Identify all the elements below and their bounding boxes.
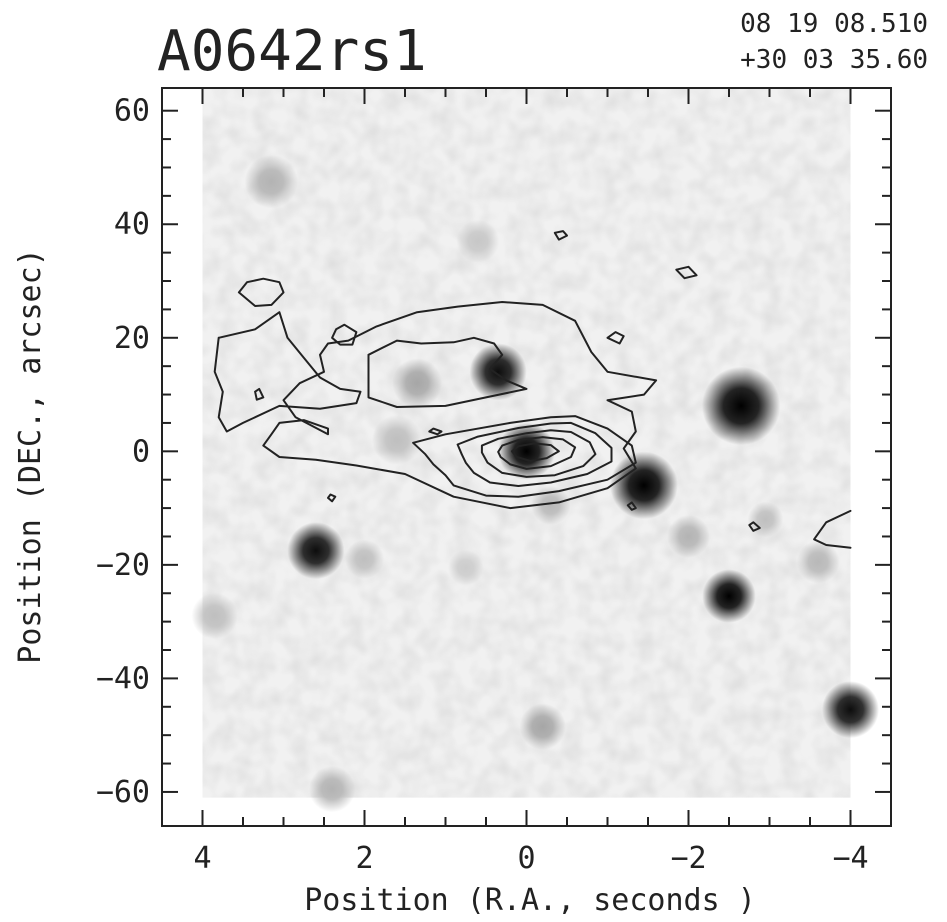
x-tick-label: −2 bbox=[670, 841, 706, 876]
contours-layer bbox=[213, 230, 852, 549]
image-source bbox=[308, 765, 356, 813]
image-source bbox=[702, 569, 756, 623]
image-source bbox=[371, 415, 422, 465]
x-tick-label: −4 bbox=[832, 841, 868, 876]
radio-contour bbox=[553, 230, 568, 241]
image-source bbox=[469, 343, 527, 401]
y-tick-label: −40 bbox=[96, 661, 150, 696]
image-source bbox=[747, 501, 784, 538]
radio-contour bbox=[262, 301, 658, 510]
x-tick-label: 4 bbox=[193, 841, 211, 876]
radio-contour bbox=[748, 521, 761, 532]
optical-image bbox=[191, 88, 880, 813]
image-source bbox=[447, 549, 484, 586]
y-tick-label: −60 bbox=[96, 775, 150, 810]
radio-contour bbox=[606, 331, 625, 345]
x-tick-label: 0 bbox=[517, 841, 535, 876]
radio-contour bbox=[456, 421, 613, 487]
image-source bbox=[519, 703, 566, 750]
image-source bbox=[531, 485, 571, 525]
x-axis-label: Position (R.A., seconds ) bbox=[304, 883, 756, 918]
image-source bbox=[456, 219, 500, 263]
radio-contour bbox=[675, 265, 698, 280]
image-source bbox=[610, 451, 678, 520]
y-tick-label: 40 bbox=[114, 207, 150, 242]
image-source bbox=[796, 540, 840, 584]
radio-contour bbox=[510, 442, 560, 462]
image-source bbox=[667, 515, 710, 558]
radio-contour bbox=[237, 277, 285, 307]
ticks-layer bbox=[162, 88, 891, 826]
y-tick-label: 0 bbox=[132, 434, 150, 469]
dec-coordinate: +30 03 35.60 bbox=[740, 45, 928, 75]
radio-contour bbox=[497, 436, 577, 470]
radio-contour bbox=[254, 387, 265, 401]
image-source bbox=[392, 358, 443, 409]
radio-contour bbox=[412, 415, 637, 498]
y-tick-label: −20 bbox=[96, 548, 150, 583]
image-source bbox=[344, 539, 385, 579]
x-tick-label: 2 bbox=[355, 841, 373, 876]
radio-contour bbox=[213, 311, 362, 433]
ra-coordinate: 08 19 08.510 bbox=[740, 9, 928, 39]
radio-contour bbox=[367, 336, 528, 408]
y-tick-label: 20 bbox=[114, 321, 150, 356]
image-source bbox=[821, 681, 880, 739]
radio-contour bbox=[327, 493, 337, 503]
image-source bbox=[701, 366, 781, 446]
y-tick-label: 60 bbox=[114, 94, 150, 129]
radio-contour bbox=[626, 501, 637, 511]
radio-contour bbox=[813, 509, 852, 549]
image-source bbox=[191, 592, 238, 640]
chart-title: A0642rs1 bbox=[157, 19, 427, 84]
radio-contour bbox=[331, 323, 358, 346]
image-source bbox=[287, 522, 345, 580]
radio-contour bbox=[480, 429, 597, 478]
y-axis-label: Position (DEC., arcsec) bbox=[13, 248, 48, 663]
image-source bbox=[244, 154, 299, 209]
radio-contour bbox=[428, 427, 443, 436]
sources-layer bbox=[191, 154, 880, 813]
